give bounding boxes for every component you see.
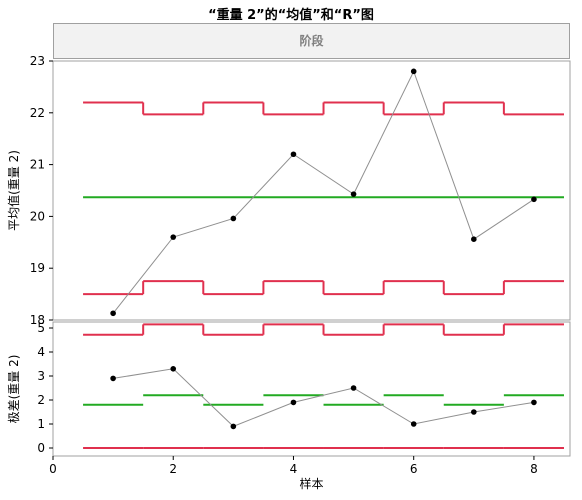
xbar-point [531, 196, 537, 203]
range-point [410, 421, 417, 427]
range-xlabel: 样本 [299, 476, 323, 491]
xbar-point [290, 151, 297, 158]
range-point [230, 423, 237, 430]
xbar-ylabel: 平均值(重量 2) [6, 150, 21, 231]
phase-header: 阶段 [53, 23, 570, 59]
range-ytick-label: 1 [37, 417, 45, 431]
xbar-point [110, 310, 116, 317]
xbar-point [471, 236, 477, 242]
range-ytick-label: 5 [37, 321, 45, 335]
xbar-point [230, 215, 237, 222]
range-xtick-label: 0 [49, 462, 57, 476]
chart-title: “重量 2”的“均值”和“R”图 [208, 8, 374, 23]
range-ytick-label: 2 [37, 393, 45, 407]
xbar-ytick-label: 22 [30, 106, 45, 120]
range-ytick-label: 3 [37, 369, 45, 383]
range-point [290, 399, 297, 406]
range-series-line [113, 368, 535, 427]
xbar-point [410, 68, 417, 75]
range-xtick-label: 8 [530, 462, 538, 476]
range-ytick-label: 0 [37, 441, 45, 455]
xbar-ytick-label: 21 [30, 158, 45, 172]
range-xtick-label: 2 [169, 462, 177, 476]
range-point [471, 409, 477, 415]
range-point [170, 366, 177, 372]
xbar-ytick-label: 18 [30, 313, 45, 327]
xbar-point [350, 191, 357, 197]
range-point [350, 385, 357, 391]
xbar-ytick-label: 23 [30, 54, 45, 68]
xbar-point [170, 234, 177, 240]
range-ylabel: 极差(重量 2) [7, 355, 21, 424]
range-xtick-label: 4 [290, 462, 298, 476]
xbar-ytick-label: 19 [30, 261, 45, 275]
range-ytick-label: 4 [37, 345, 45, 359]
xbar-series-line [112, 70, 535, 314]
range-point [531, 399, 537, 406]
range-panel: 0 1 2 3 4 5 极差(重量 2) 0 2 4 6 8 样本 [7, 321, 571, 491]
xbar-frame [52, 60, 571, 321]
xbar-panel: 18 19 20 21 22 23 平均值(重量 2) [6, 54, 571, 327]
range-xtick-label: 6 [410, 462, 418, 476]
xbar-ytick-label: 20 [30, 209, 45, 223]
range-frame [52, 321, 571, 457]
range-point [110, 375, 116, 382]
